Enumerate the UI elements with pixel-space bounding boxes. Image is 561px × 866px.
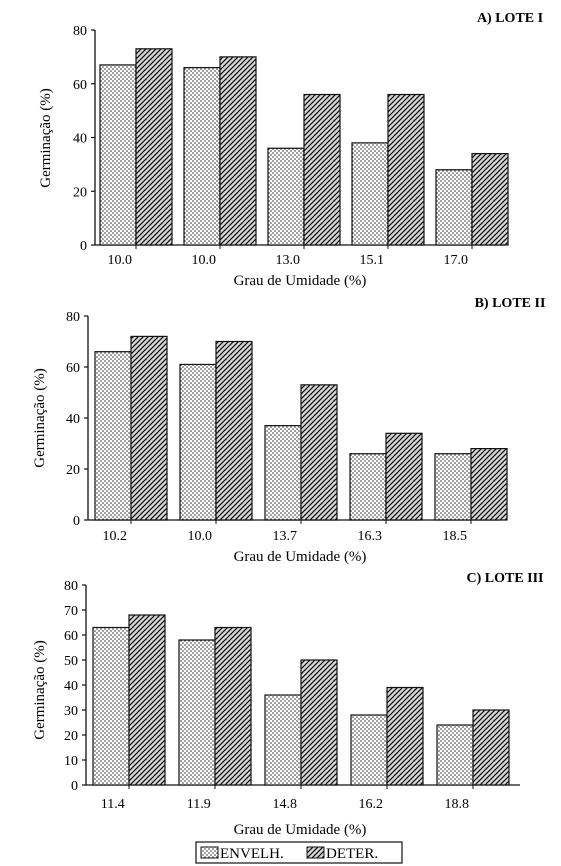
bar-deter-4 [385,432,423,521]
bar-deter-3 [303,93,341,246]
bar-envelh-1 [99,64,137,246]
bar-deter-1 [135,48,173,246]
bar-envelh-4 [351,142,389,246]
y-tick-label: 30 [64,704,78,719]
legend-swatch-deter [306,846,325,859]
legend-swatch-envelh [200,846,219,859]
x-category-label: 14.8 [273,797,298,812]
bar-deter-4 [387,93,425,246]
chart-panel-1: 0 20 40 60 80 10.0 10.0 13.0 15.1 17.0 A) LOTE I Gr… [38,11,543,289]
bar-deter-5 [472,709,510,786]
chart-panel-3: 0 10 20 30 40 50 60 70 80 11.4 11.9 14.8 16.2 18.8 C) … [32,571,544,838]
y-tick-label: 80 [73,24,87,39]
bar-deter-1 [130,335,168,521]
bar-deter-4 [386,686,424,786]
bar-deter-2 [219,56,257,246]
y-tick-label: 70 [64,604,78,619]
y-tick-label: 60 [66,361,80,376]
x-axis-label: Grau de Umidade (%) [234,273,367,289]
legend-label-deter: DETER. [326,846,378,862]
bar-envelh-4 [350,714,388,786]
x-axis-label: Grau de Umidade (%) [234,822,367,838]
x-axis-label: Grau de Umidade (%) [234,549,367,565]
x-category-label: 11.9 [187,797,211,812]
chart-title: C) LOTE III [466,571,543,586]
x-category-label: 18.8 [445,797,470,812]
bar-envelh-5 [436,724,474,786]
y-tick-label: 40 [64,679,78,694]
bar-envelh-3 [267,147,305,246]
y-axis-label: Germinação (%) [32,368,48,468]
x-category-label: 11.4 [101,797,125,812]
bar-deter-2 [214,626,252,786]
x-category-label: 17.0 [444,253,469,268]
bar-envelh-5 [434,453,472,521]
y-tick-label: 20 [73,185,87,200]
x-category-label: 10.0 [192,253,217,268]
bar-envelh-1 [92,626,130,786]
y-axis-label: Germinação (%) [38,88,54,188]
bar-deter-1 [128,614,166,786]
y-tick-label: 0 [80,239,87,254]
bar-envelh-4 [349,453,387,521]
x-category-label: 16.3 [358,529,383,544]
y-tick-label: 40 [66,412,80,427]
y-tick-label: 20 [64,729,78,744]
legend-label-envelh: ENVELH. [220,846,284,862]
y-tick-label: 60 [73,78,87,93]
bar-envelh-3 [264,425,302,521]
bar-envelh-3 [264,694,302,786]
legend-box [195,841,403,864]
x-category-label: 10.0 [108,253,133,268]
x-category-label: 10.0 [188,529,213,544]
y-tick-label: 40 [73,132,87,147]
y-tick-label: 80 [64,579,78,594]
x-category-label: 13.0 [276,253,301,268]
y-axis-label: Germinação (%) [32,640,48,740]
bar-envelh-2 [178,639,216,786]
y-tick-label: 80 [66,310,80,325]
y-tick-label: 60 [64,629,78,644]
x-category-label: 16.2 [359,797,384,812]
bar-envelh-5 [435,169,473,246]
y-tick-label: 20 [66,463,80,478]
bar-deter-3 [300,384,338,521]
bar-deter-2 [215,340,253,521]
x-category-label: 13.7 [273,529,298,544]
chart-panel-2: 0 20 40 60 80 10.2 10.0 13.7 16.3 18.5 B) LOTE II G… [32,296,545,565]
bar-deter-3 [300,659,338,786]
x-category-label: 18.5 [443,529,468,544]
chart-title: B) LOTE II [475,296,546,311]
bar-envelh-2 [183,67,221,246]
y-tick-label: 0 [71,779,78,794]
chart-title: A) LOTE I [477,11,543,26]
legend: ENVELH. DETER. [195,841,403,864]
y-tick-label: 0 [73,514,80,529]
bar-envelh-1 [94,351,132,521]
x-category-label: 15.1 [360,253,385,268]
y-tick-label: 50 [64,654,78,669]
bar-envelh-2 [179,363,217,521]
bar-deter-5 [470,448,508,521]
y-tick-label: 10 [64,754,78,769]
bar-deter-5 [471,153,509,246]
x-category-label: 10.2 [103,529,128,544]
